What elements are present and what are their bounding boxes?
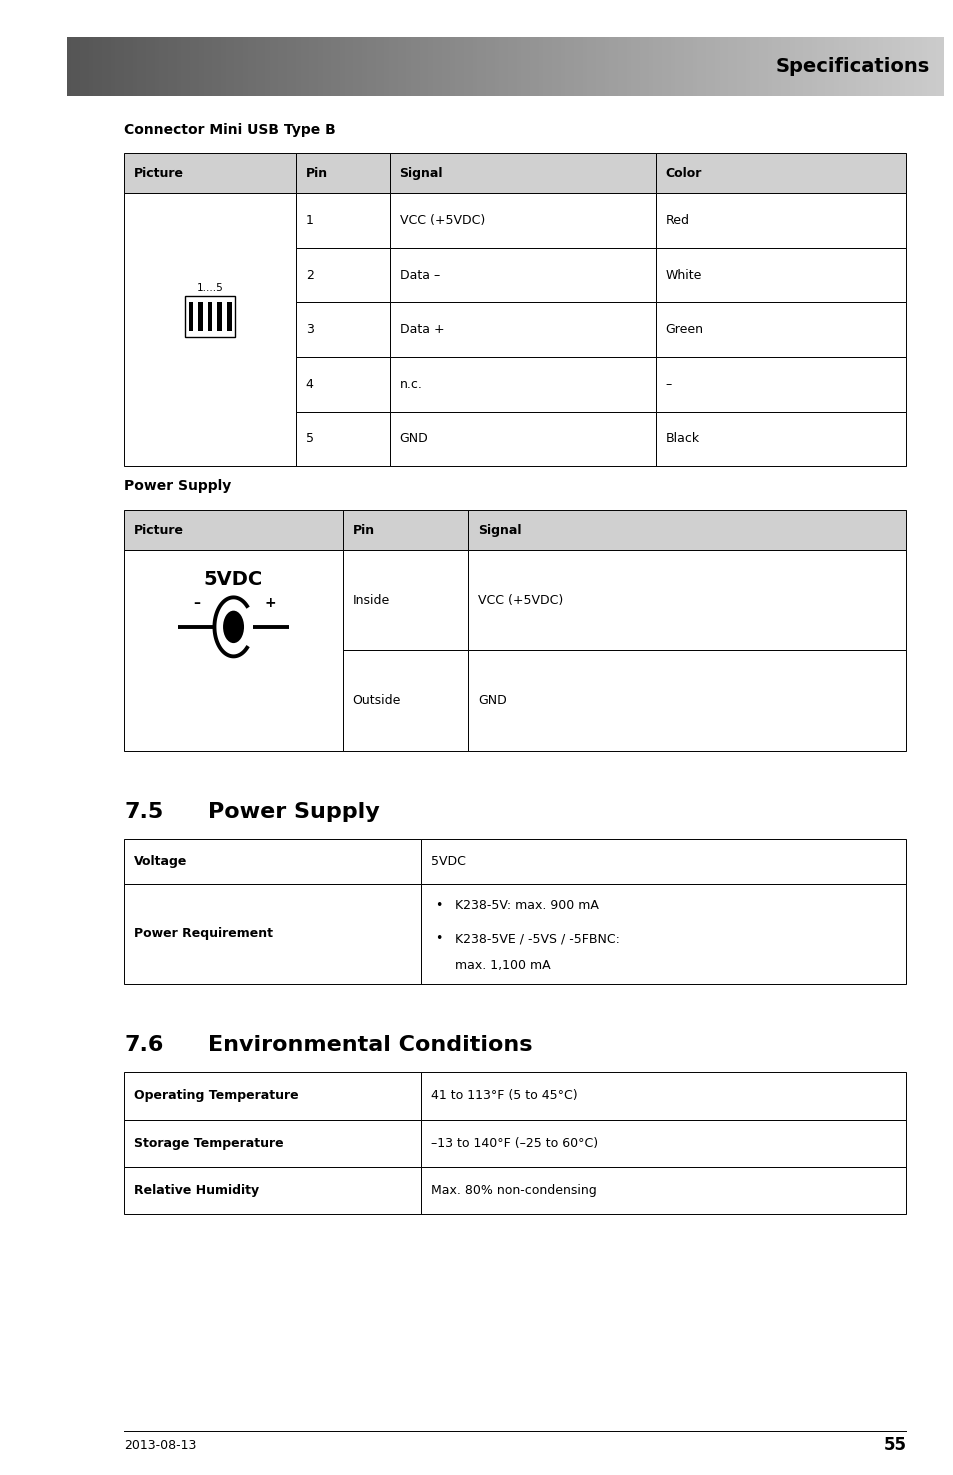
Bar xyxy=(390,302,656,357)
Text: K238-5VE / -5VS / -5FBNC:: K238-5VE / -5VS / -5FBNC: xyxy=(455,932,618,945)
Bar xyxy=(189,302,193,332)
Text: Color: Color xyxy=(665,167,701,180)
Text: Pin: Pin xyxy=(353,524,375,537)
Text: Data –: Data – xyxy=(399,268,439,282)
Text: Red: Red xyxy=(665,214,689,227)
Bar xyxy=(124,884,421,984)
Text: GND: GND xyxy=(399,432,428,445)
Text: Specifications: Specifications xyxy=(775,58,929,75)
Text: Pin: Pin xyxy=(305,167,328,180)
Bar xyxy=(198,302,203,332)
Bar xyxy=(124,510,343,550)
Bar xyxy=(124,550,343,751)
Text: –13 to 140°F (–25 to 60°C): –13 to 140°F (–25 to 60°C) xyxy=(431,1137,598,1149)
Text: Power Requirement: Power Requirement xyxy=(133,928,273,940)
Text: •: • xyxy=(436,900,442,912)
Text: 7.5: 7.5 xyxy=(124,801,163,822)
Bar xyxy=(656,412,905,466)
Bar xyxy=(295,302,390,357)
Text: 2: 2 xyxy=(305,268,314,282)
Bar xyxy=(656,153,905,193)
Text: Outside: Outside xyxy=(353,695,400,707)
Bar xyxy=(421,1120,905,1167)
Bar xyxy=(656,357,905,412)
Bar xyxy=(421,1072,905,1120)
Text: 5VDC: 5VDC xyxy=(204,571,263,589)
Bar xyxy=(468,550,905,650)
Text: Environmental Conditions: Environmental Conditions xyxy=(208,1034,532,1055)
Text: max. 1,100 mA: max. 1,100 mA xyxy=(455,959,550,972)
Bar xyxy=(468,510,905,550)
Text: Storage Temperature: Storage Temperature xyxy=(133,1137,283,1149)
Bar xyxy=(295,153,390,193)
Bar xyxy=(390,357,656,412)
Text: 1: 1 xyxy=(305,214,314,227)
Text: Connector Mini USB Type B: Connector Mini USB Type B xyxy=(124,124,335,137)
Bar xyxy=(295,412,390,466)
Text: •: • xyxy=(436,932,442,945)
Bar xyxy=(343,650,468,751)
Bar xyxy=(217,302,222,332)
Text: VCC (+5VDC): VCC (+5VDC) xyxy=(399,214,484,227)
Text: VCC (+5VDC): VCC (+5VDC) xyxy=(477,594,562,606)
Text: –: – xyxy=(665,378,671,391)
Bar xyxy=(421,839,905,884)
Bar xyxy=(656,302,905,357)
Text: GND: GND xyxy=(477,695,506,707)
Text: Power Supply: Power Supply xyxy=(124,479,231,493)
Text: 4: 4 xyxy=(305,378,314,391)
Text: 7.6: 7.6 xyxy=(124,1034,163,1055)
Text: K238-5V: max. 900 mA: K238-5V: max. 900 mA xyxy=(455,900,598,912)
Bar xyxy=(227,302,232,332)
Text: Data +: Data + xyxy=(399,323,444,336)
Text: White: White xyxy=(665,268,701,282)
Bar xyxy=(343,510,468,550)
Text: Picture: Picture xyxy=(133,524,183,537)
Text: 41 to 113°F (5 to 45°C): 41 to 113°F (5 to 45°C) xyxy=(431,1090,577,1102)
Bar xyxy=(390,248,656,302)
Text: Power Supply: Power Supply xyxy=(208,801,379,822)
Bar xyxy=(124,153,295,193)
Bar xyxy=(295,357,390,412)
Bar xyxy=(295,248,390,302)
Text: 1....5: 1....5 xyxy=(196,283,223,294)
Bar xyxy=(124,1072,421,1120)
Text: 3: 3 xyxy=(305,323,314,336)
Text: Black: Black xyxy=(665,432,699,445)
Text: Relative Humidity: Relative Humidity xyxy=(133,1184,258,1196)
Bar xyxy=(185,296,234,338)
Text: Picture: Picture xyxy=(133,167,183,180)
Bar xyxy=(390,193,656,248)
Text: Signal: Signal xyxy=(477,524,520,537)
Text: Green: Green xyxy=(665,323,702,336)
Text: Max. 80% non-condensing: Max. 80% non-condensing xyxy=(431,1184,596,1196)
Text: 5: 5 xyxy=(305,432,314,445)
Bar xyxy=(124,1120,421,1167)
Bar xyxy=(343,550,468,650)
Bar xyxy=(208,302,213,332)
Bar xyxy=(656,248,905,302)
Bar xyxy=(124,1167,421,1214)
Bar xyxy=(390,153,656,193)
Text: 55: 55 xyxy=(882,1437,905,1454)
Text: Voltage: Voltage xyxy=(133,855,187,867)
Text: n.c.: n.c. xyxy=(399,378,422,391)
Bar xyxy=(421,884,905,984)
Bar xyxy=(390,412,656,466)
Bar xyxy=(295,193,390,248)
Text: 2013-08-13: 2013-08-13 xyxy=(124,1440,196,1451)
Text: +: + xyxy=(265,596,276,611)
Text: Signal: Signal xyxy=(399,167,442,180)
Bar xyxy=(421,1167,905,1214)
Text: 5VDC: 5VDC xyxy=(431,855,465,867)
Bar xyxy=(124,193,295,466)
Text: –: – xyxy=(193,596,199,611)
Bar xyxy=(124,839,421,884)
Bar xyxy=(468,650,905,751)
Bar xyxy=(656,193,905,248)
Circle shape xyxy=(223,611,244,643)
Text: Operating Temperature: Operating Temperature xyxy=(133,1090,298,1102)
Text: Inside: Inside xyxy=(353,594,390,606)
